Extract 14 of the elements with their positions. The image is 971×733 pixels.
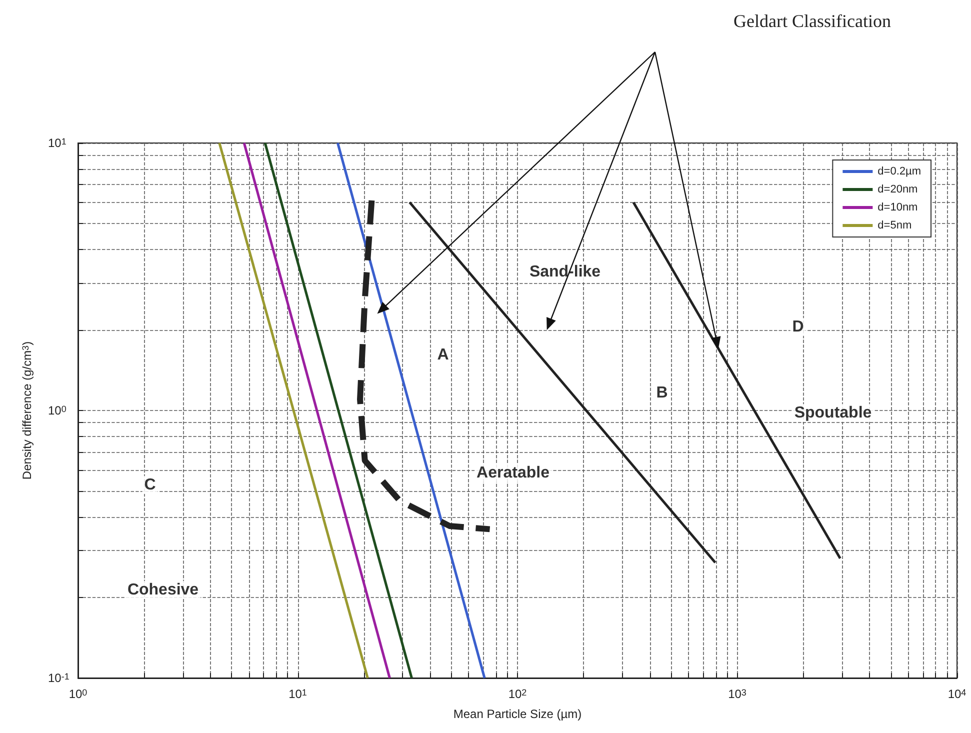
- text: Geldart Classification: [734, 11, 892, 31]
- x-axis-title: Mean Particle Size (µm): [453, 707, 582, 721]
- annotation: Spoutable: [794, 404, 872, 422]
- annotation: Aeratable: [476, 464, 550, 482]
- legend-label: d=0.2µm: [878, 166, 922, 178]
- legend-label: d=20nm: [878, 184, 918, 196]
- annotation: D: [792, 318, 804, 336]
- legend-label: d=10nm: [878, 202, 918, 214]
- annotation: A: [437, 346, 450, 364]
- y-axis-title: Density difference (g/cm3): [20, 341, 34, 480]
- annotation: Cohesive: [127, 582, 199, 598]
- annotation: B: [656, 384, 668, 402]
- annotation: C: [144, 476, 156, 494]
- legend-label: d=5nm: [878, 220, 912, 232]
